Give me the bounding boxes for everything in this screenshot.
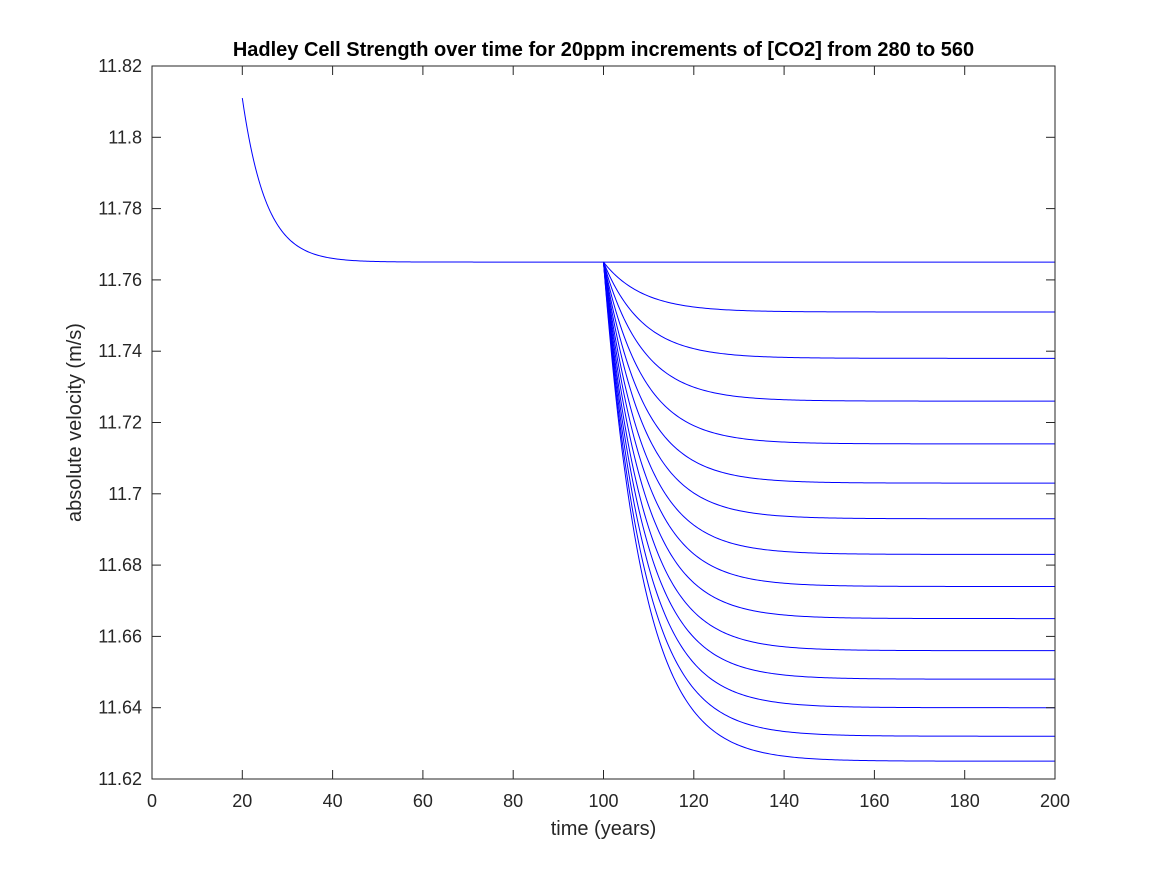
plot-background	[152, 66, 1055, 779]
series-line	[603, 261, 1055, 484]
series-line	[603, 262, 1055, 620]
series-line	[603, 262, 1055, 680]
y-tick-label: 11.62	[98, 769, 142, 789]
x-tick-label: 180	[950, 791, 980, 811]
y-tick-label: 11.64	[98, 698, 142, 718]
series-line	[603, 261, 1055, 313]
series-line	[603, 262, 1055, 709]
x-tick-label: 80	[503, 791, 523, 811]
series-line	[603, 262, 1055, 587]
x-tick-label: 0	[147, 791, 157, 811]
x-tick-label: 60	[413, 791, 433, 811]
y-tick-label: 11.68	[98, 555, 142, 575]
y-tick-label: 11.78	[98, 199, 142, 219]
chart-title: Hadley Cell Strength over time for 20ppm…	[233, 39, 974, 61]
x-tick-label: 120	[679, 791, 709, 811]
series-line	[603, 262, 1055, 762]
y-tick-label: 11.74	[98, 341, 142, 361]
x-tick-label: 20	[232, 791, 252, 811]
y-axis-label: absolute velocity (m/s)	[64, 323, 86, 522]
x-tick-label: 200	[1040, 791, 1070, 811]
series-layer	[241, 98, 1056, 762]
x-tick-label: 160	[859, 791, 889, 811]
y-tick-label: 11.82	[98, 56, 142, 76]
x-tick-label: 140	[769, 791, 799, 811]
y-tick-label: 11.72	[98, 413, 142, 433]
series-line	[603, 261, 1055, 402]
tick-layer: 0 20 40 60 80 100 120 140 160 180 200 11.62 11.64 11.…	[98, 56, 1070, 811]
plot-frame	[151, 65, 1056, 780]
series-line-spinup	[241, 98, 604, 263]
series-line	[603, 261, 1055, 359]
series-line	[603, 262, 1056, 737]
x-tick-label: 40	[323, 791, 343, 811]
y-tick-label: 11.7	[108, 484, 142, 504]
y-tick-label: 11.76	[98, 270, 142, 290]
x-axis-label: time (years)	[551, 818, 657, 840]
series-line	[603, 261, 1055, 520]
series-line	[603, 262, 1055, 555]
series-line	[603, 262, 1055, 652]
y-tick-label: 11.8	[108, 127, 142, 147]
y-tick-label: 11.66	[98, 626, 142, 646]
series-line	[603, 261, 1055, 445]
x-tick-label: 100	[588, 791, 618, 811]
